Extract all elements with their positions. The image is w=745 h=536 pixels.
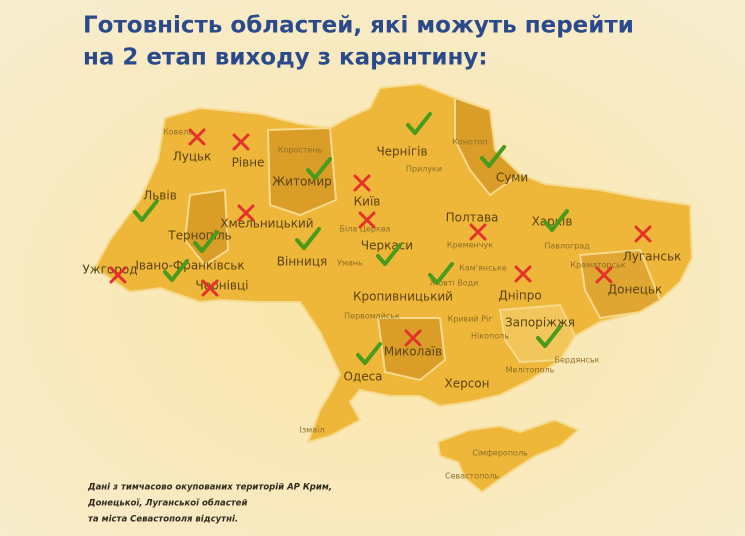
region-label: Суми bbox=[496, 171, 528, 185]
city-label: Прилуки bbox=[406, 165, 442, 174]
not-ready-cross bbox=[469, 223, 487, 241]
ready-check bbox=[356, 342, 382, 365]
region-label: Рівне bbox=[232, 156, 265, 170]
city-label: Ковель bbox=[163, 128, 193, 137]
ready-check bbox=[133, 199, 159, 222]
region-label: Кропивницький bbox=[353, 290, 453, 304]
ready-check bbox=[480, 145, 506, 168]
ready-check bbox=[163, 259, 189, 282]
region-label: Вінниця bbox=[277, 255, 327, 269]
city-label: Конотоп bbox=[452, 138, 487, 147]
region-shade bbox=[266, 126, 338, 217]
ready-check bbox=[295, 227, 321, 250]
city-label: Первомайськ bbox=[344, 312, 400, 321]
ready-check bbox=[543, 209, 569, 232]
ready-check bbox=[428, 262, 454, 285]
city-label: Мелітополь bbox=[506, 366, 555, 375]
region-label: Черкаси bbox=[361, 239, 413, 253]
not-ready-cross bbox=[188, 128, 206, 146]
region-label: Луганськ bbox=[623, 250, 682, 264]
region-shade bbox=[376, 317, 447, 382]
city-label: Кам'янське bbox=[459, 264, 507, 273]
region-label: Івано-Франківськ bbox=[135, 259, 244, 273]
region-label: Київ bbox=[354, 195, 381, 209]
ready-check bbox=[193, 230, 219, 253]
region-label: Донецьк bbox=[608, 283, 662, 297]
not-ready-cross bbox=[634, 225, 652, 243]
city-label: Кременчук bbox=[447, 241, 493, 250]
region-shade bbox=[454, 96, 522, 197]
region-label: Одеса bbox=[343, 370, 382, 384]
ready-check bbox=[306, 157, 332, 180]
region-shade bbox=[578, 248, 662, 320]
region-label: Луцьк bbox=[173, 150, 212, 164]
title-line: Готовність областей, які можуть перейти bbox=[83, 13, 634, 39]
not-ready-cross bbox=[237, 204, 255, 222]
city-label: Краматорськ bbox=[570, 261, 625, 270]
not-ready-cross bbox=[353, 174, 371, 192]
city-label: Павлоград bbox=[544, 242, 590, 251]
region-label: Тернопіль bbox=[167, 229, 231, 243]
region-label: Миколаїв bbox=[384, 345, 442, 359]
region-label: Львів bbox=[143, 189, 177, 203]
region-label: Полтава bbox=[446, 211, 499, 225]
footnote: Донецької, Луганської областей bbox=[87, 498, 247, 509]
ready-check bbox=[536, 325, 562, 348]
not-ready-cross bbox=[595, 266, 613, 284]
not-ready-cross bbox=[232, 133, 250, 151]
footnote: та міста Севастополя відсутні. bbox=[88, 514, 238, 525]
map bbox=[93, 82, 694, 494]
not-ready-cross bbox=[358, 211, 376, 229]
not-ready-cross bbox=[404, 329, 422, 347]
region-label: Ужгород bbox=[82, 263, 137, 277]
crimea bbox=[436, 418, 580, 494]
city-label: Біла Церква bbox=[340, 225, 391, 234]
ready-check bbox=[406, 112, 432, 135]
region-label: Хмельницький bbox=[220, 217, 313, 231]
city-label: Сімферополь bbox=[472, 449, 528, 458]
region-label: Херсон bbox=[444, 377, 489, 391]
ready-check bbox=[376, 243, 402, 266]
city-label: Кривий Ріг bbox=[448, 315, 493, 324]
city-label: Ізмаїл bbox=[300, 426, 325, 435]
not-ready-cross bbox=[514, 265, 532, 283]
region-label: Дніпро bbox=[498, 289, 541, 303]
city-label: Севастополь bbox=[445, 472, 499, 481]
city-label: Коростень bbox=[278, 146, 323, 155]
city-label: Нікополь bbox=[471, 332, 509, 341]
region-label: Харків bbox=[532, 215, 573, 229]
title-line: на 2 етап виходу з карантину: bbox=[83, 45, 488, 71]
not-ready-cross bbox=[201, 279, 219, 297]
region-label: Житомир bbox=[272, 175, 332, 189]
not-ready-cross bbox=[109, 266, 127, 284]
city-label: Жовті Води bbox=[430, 279, 479, 288]
region-shade bbox=[498, 303, 577, 364]
region-label: Запоріжжя bbox=[505, 316, 575, 330]
city-label: Умань bbox=[337, 259, 363, 268]
region-label: Чернігів bbox=[376, 145, 427, 159]
footnote: Дані з тимчасово окупованих територій АР… bbox=[87, 482, 332, 493]
city-label: Бердянськ bbox=[554, 356, 599, 365]
